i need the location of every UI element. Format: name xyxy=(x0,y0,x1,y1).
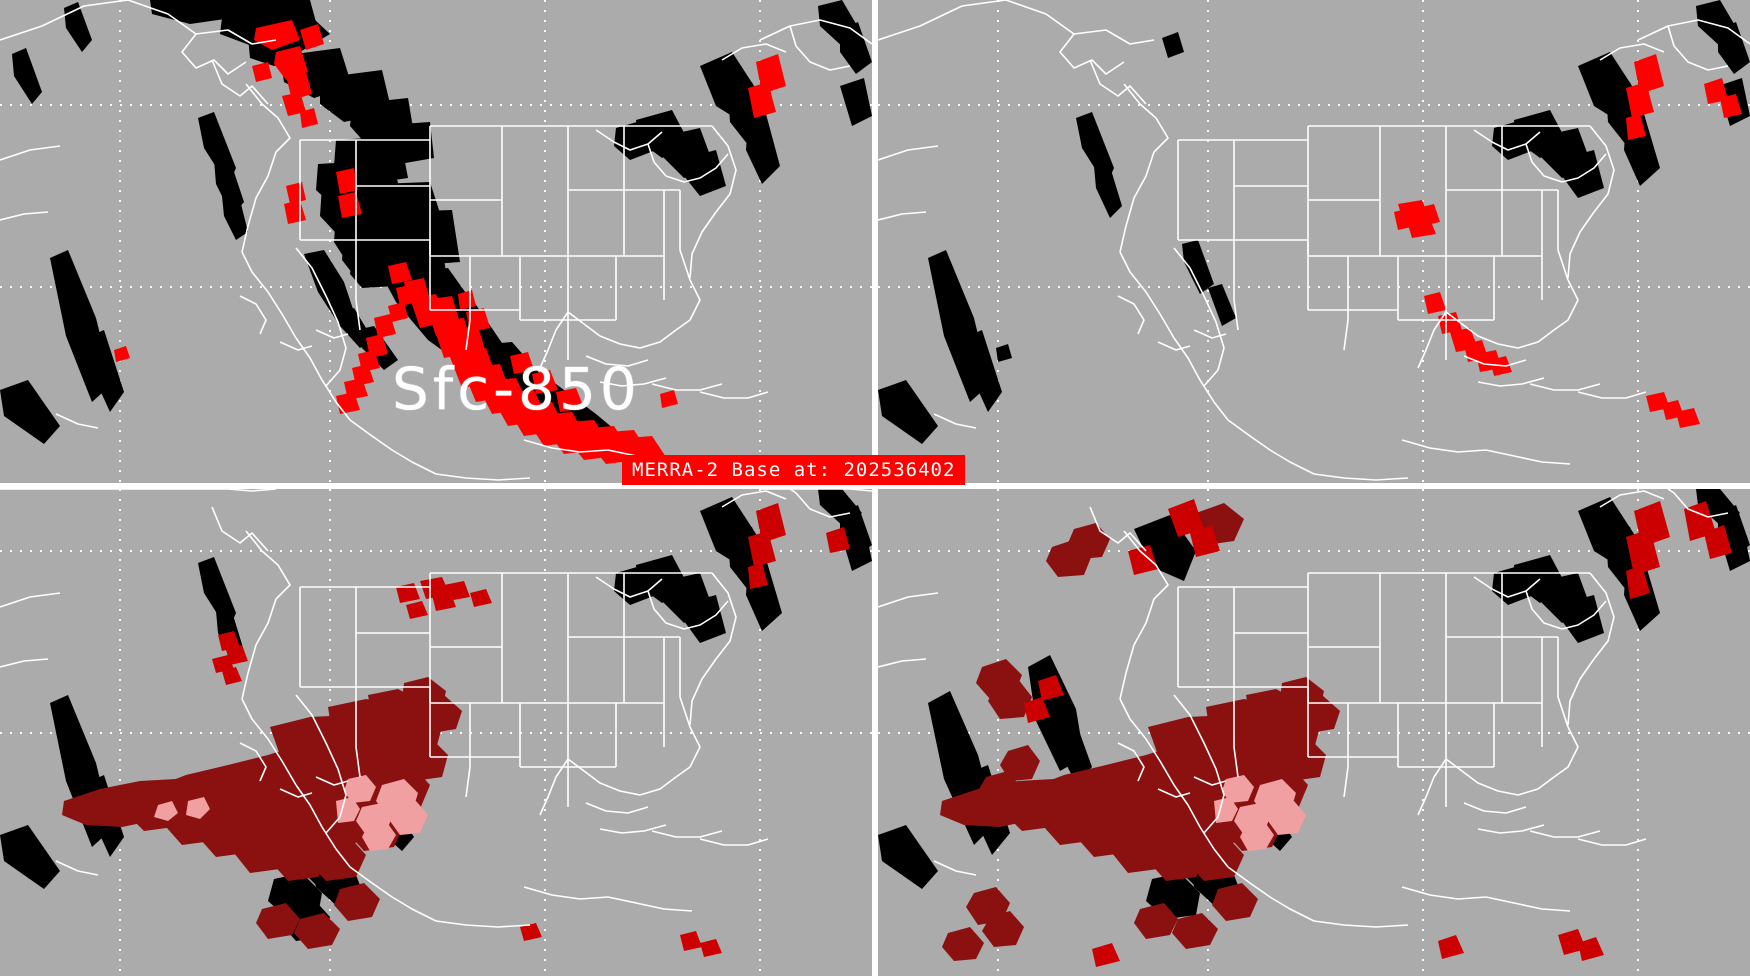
coastlines xyxy=(878,0,1750,481)
coastlines xyxy=(0,489,872,928)
panel-700-500: 700-500 xyxy=(0,489,872,972)
data-layer-speckles xyxy=(212,503,850,957)
title-banner: MERRA-2 Base at: 202536402 xyxy=(622,455,966,485)
panel-850-700: 850-700 xyxy=(878,0,1750,483)
coastlines xyxy=(0,0,872,481)
data-layer-speckles xyxy=(1024,499,1732,967)
map-500-300 xyxy=(878,489,1750,972)
data-layer-red xyxy=(114,20,786,466)
map-700-500 xyxy=(0,489,872,972)
data-layer-pink xyxy=(154,775,428,851)
map-sfc-850 xyxy=(0,0,872,483)
panel-sfc-850: Sfc-850 xyxy=(0,0,872,483)
coastlines xyxy=(878,489,1729,928)
data-layer-red xyxy=(1394,54,1742,428)
map-850-700 xyxy=(878,0,1750,483)
data-layer-pink xyxy=(1214,775,1306,851)
panel-500-300: 500-300 xyxy=(878,489,1750,972)
panel-divider-horizontal xyxy=(0,483,1750,489)
